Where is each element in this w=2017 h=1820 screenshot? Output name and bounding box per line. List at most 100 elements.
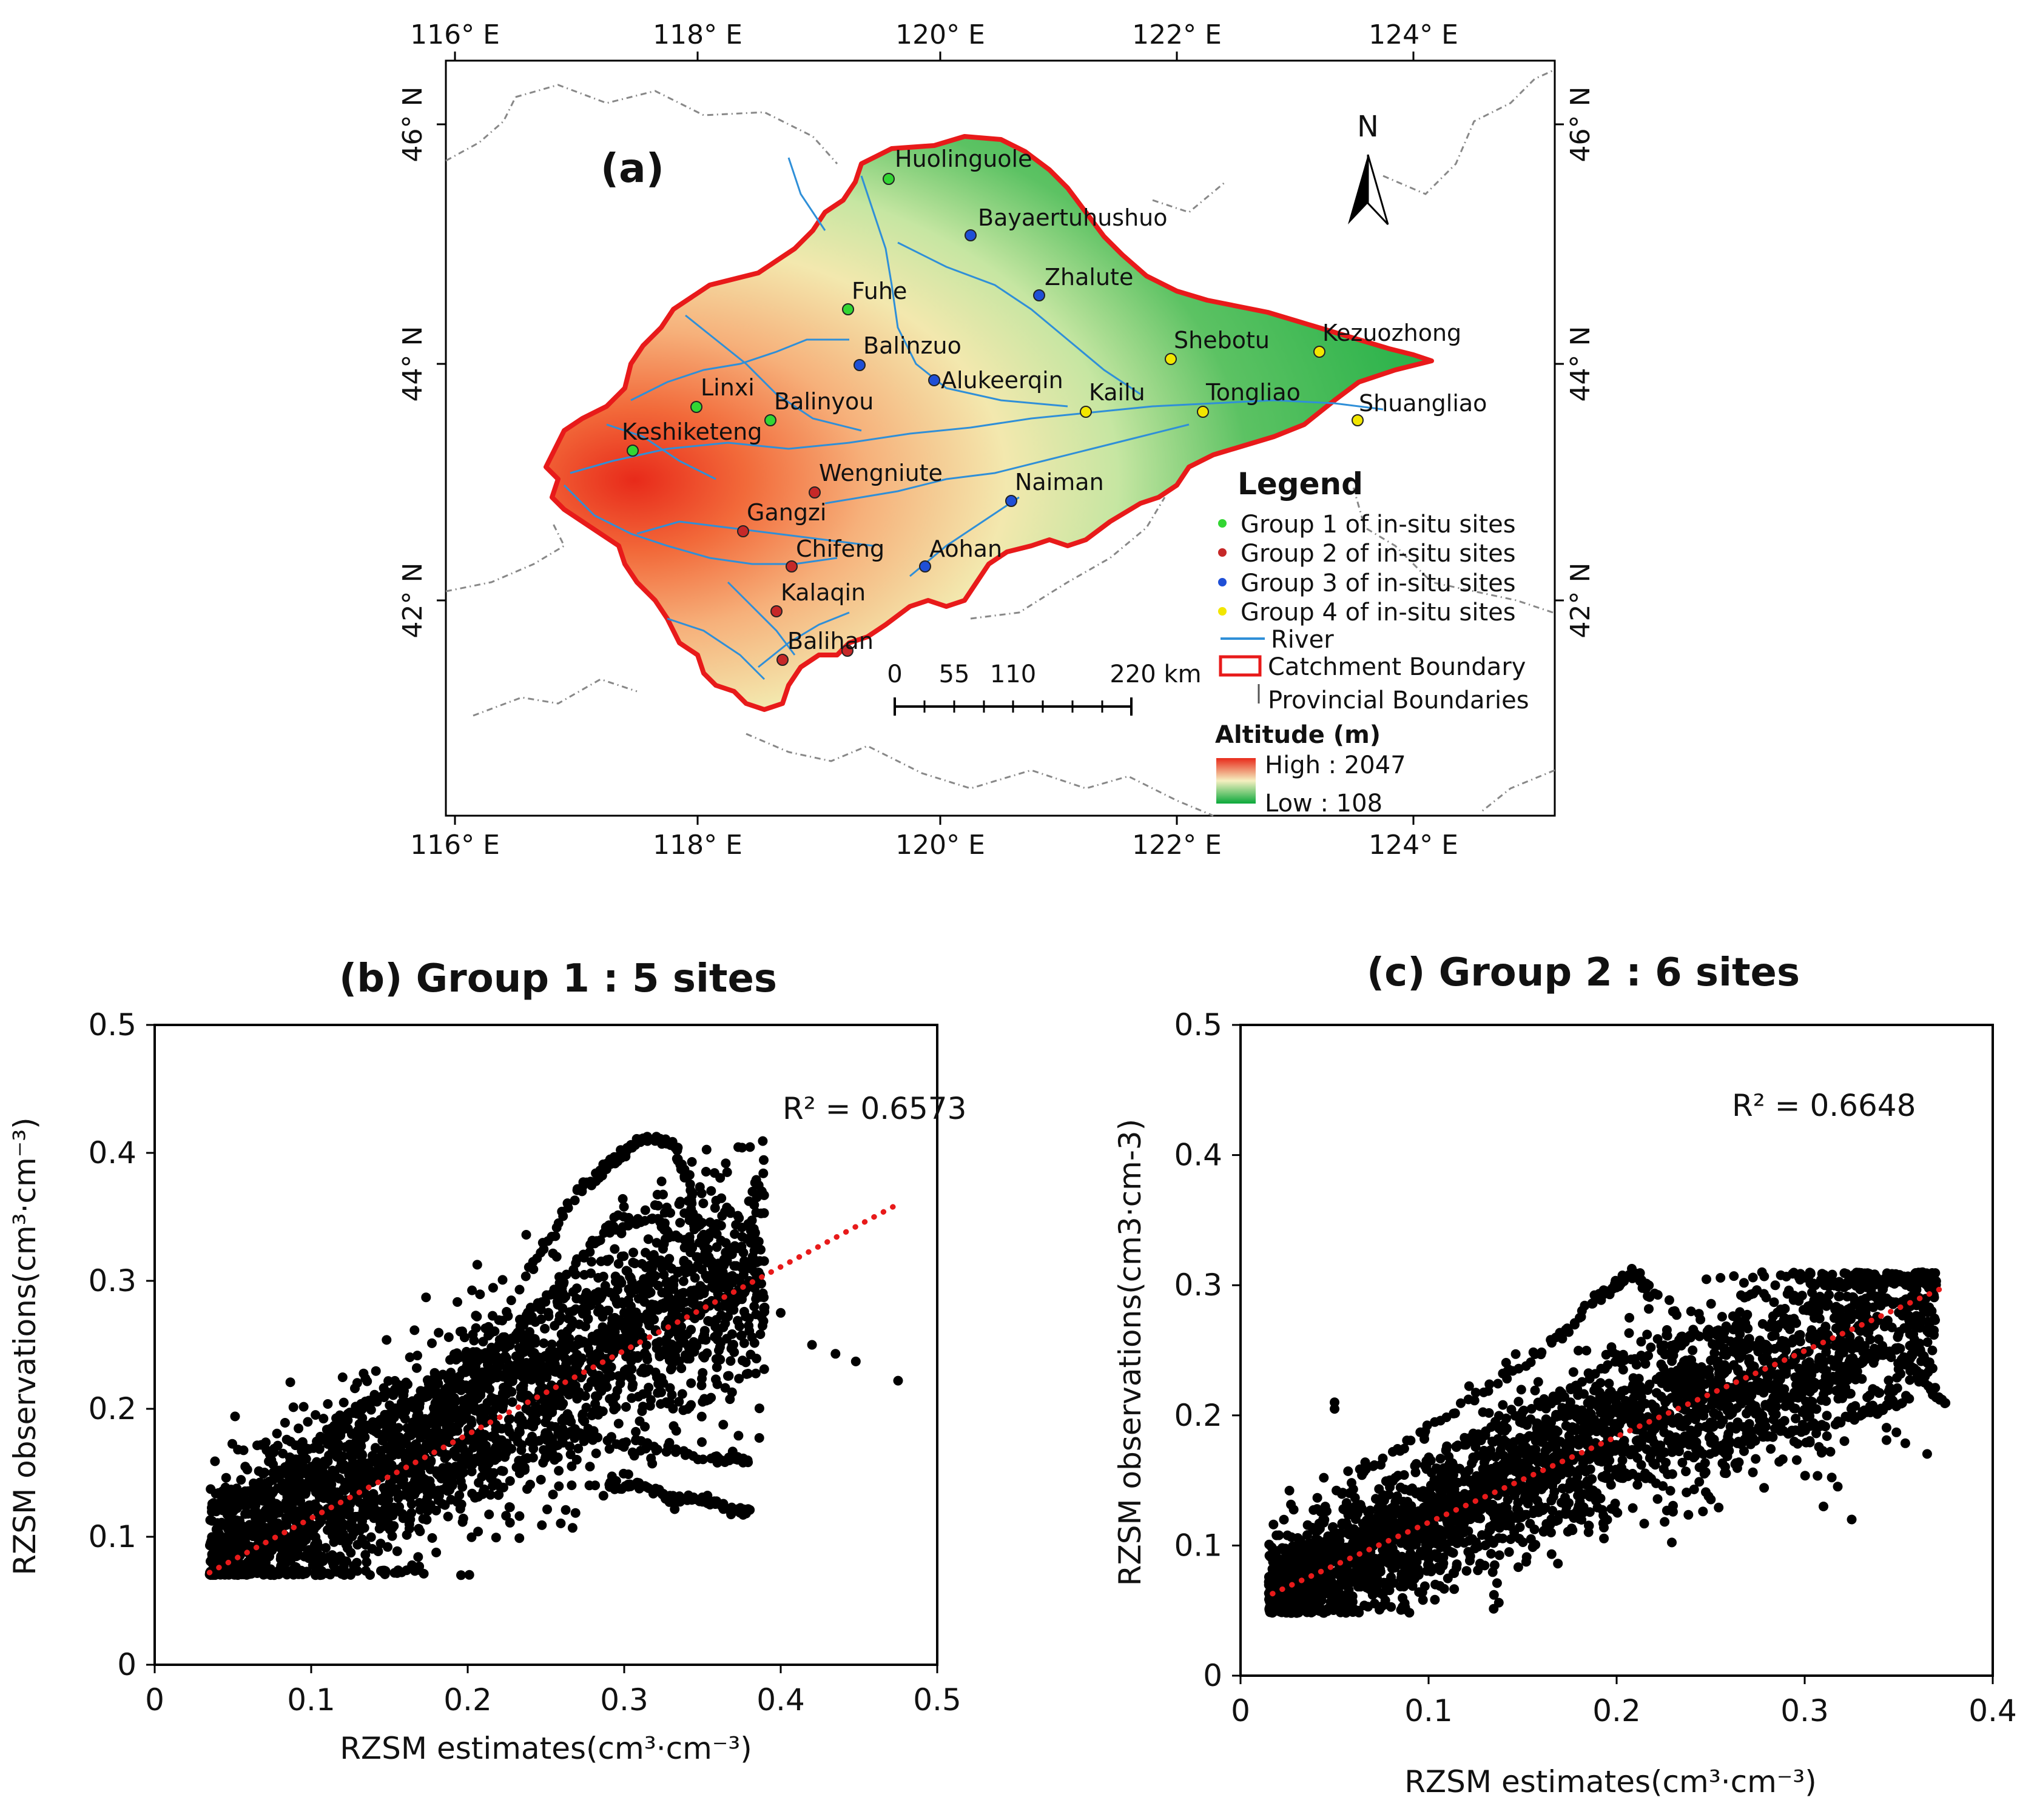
- data-point: [663, 1441, 673, 1451]
- data-point: [759, 1256, 769, 1266]
- data-point: [236, 1475, 246, 1485]
- data-point: [279, 1483, 289, 1493]
- lat-left-44: 44° N: [397, 326, 428, 402]
- data-point: [498, 1372, 508, 1382]
- data-point: [310, 1460, 320, 1470]
- data-point: [712, 1219, 722, 1229]
- data-point: [627, 1393, 637, 1403]
- data-point: [370, 1391, 380, 1401]
- data-point: [407, 1560, 417, 1570]
- data-point: [638, 1402, 648, 1412]
- data-point: [449, 1446, 459, 1457]
- data-point: [652, 1372, 662, 1382]
- data-point: [725, 1394, 735, 1405]
- data-point: [749, 1301, 759, 1312]
- data-point: [1533, 1377, 1543, 1387]
- data-point: [521, 1230, 531, 1240]
- data-point: [491, 1424, 501, 1434]
- data-point: [741, 1369, 752, 1379]
- data-point: [1748, 1467, 1758, 1477]
- data-point: [516, 1392, 526, 1402]
- data-point: [409, 1489, 420, 1500]
- data-point: [335, 1535, 345, 1545]
- data-point: [580, 1391, 590, 1401]
- lon-top-124: 124° E: [1369, 19, 1458, 50]
- data-point: [594, 1304, 605, 1314]
- data-point: [412, 1351, 422, 1361]
- data-point: [744, 1321, 754, 1331]
- data-point: [422, 1375, 433, 1385]
- data-point: [659, 1303, 669, 1313]
- data-point: [1612, 1508, 1623, 1518]
- data-point: [404, 1523, 414, 1534]
- data-point: [579, 1270, 590, 1280]
- data-point: [352, 1406, 363, 1417]
- data-point: [553, 1218, 564, 1228]
- data-point: [668, 1403, 678, 1414]
- data-point: [281, 1551, 291, 1560]
- data-point: [345, 1482, 355, 1492]
- data-point: [280, 1539, 290, 1549]
- data-point: [1717, 1312, 1727, 1322]
- legend-group1: Group 1 of in-situ sites: [1241, 511, 1516, 539]
- data-point: [759, 1364, 769, 1374]
- data-point: [1742, 1309, 1753, 1320]
- chart-b-xlabel: RZSM estimates(cm³·cm⁻³): [340, 1731, 752, 1766]
- data-point: [298, 1479, 309, 1489]
- data-point: [1698, 1506, 1708, 1517]
- site-huolinguole: Huolinguole: [883, 146, 1032, 185]
- data-point: [656, 1177, 667, 1186]
- data-point: [613, 1371, 624, 1381]
- data-point: [285, 1377, 295, 1388]
- data-point: [528, 1422, 539, 1432]
- data-point: [466, 1532, 477, 1542]
- data-point: [525, 1406, 535, 1416]
- site-label: Fuhe: [852, 278, 907, 304]
- data-point: [440, 1500, 450, 1510]
- data-point: [482, 1380, 493, 1390]
- data-point: [729, 1261, 739, 1271]
- data-point: [1927, 1345, 1938, 1355]
- data-point: [360, 1550, 371, 1560]
- data-point: [631, 1426, 641, 1437]
- data-point: [1319, 1472, 1329, 1483]
- data-point: [1617, 1448, 1628, 1458]
- data-point: [414, 1399, 425, 1408]
- data-point: [666, 1348, 676, 1358]
- data-point: [587, 1257, 597, 1267]
- data-point: [578, 1336, 588, 1346]
- data-point: [730, 1229, 740, 1239]
- y-tick-label: 0: [117, 1647, 136, 1682]
- data-point: [243, 1556, 254, 1566]
- data-point: [601, 1341, 611, 1351]
- data-point: [215, 1537, 225, 1548]
- site-bayaertuhushuo: Bayaertuhushuo: [965, 204, 1168, 241]
- data-point: [528, 1452, 538, 1463]
- data-point: [469, 1335, 479, 1346]
- data-point: [644, 1364, 654, 1374]
- data-point: [750, 1368, 761, 1378]
- site-balinyou: Balinyou: [764, 388, 874, 426]
- data-point: [604, 1444, 615, 1454]
- data-point: [718, 1322, 729, 1332]
- data-point: [425, 1476, 435, 1486]
- legend-group2: Group 2 of in-situ sites: [1241, 540, 1516, 568]
- data-point: [570, 1433, 580, 1443]
- data-point: [491, 1533, 501, 1543]
- y-tick-label: 0.4: [88, 1135, 136, 1170]
- legend-catchment-symbol: [1219, 655, 1262, 677]
- data-point: [273, 1518, 283, 1528]
- data-point: [1430, 1579, 1441, 1590]
- data-point: [604, 1306, 614, 1315]
- lon-bottom-124: 124° E: [1369, 830, 1458, 861]
- data-point: [524, 1392, 534, 1402]
- data-point: [670, 1504, 680, 1514]
- data-point: [1689, 1484, 1699, 1494]
- data-point: [246, 1569, 257, 1579]
- data-point: [536, 1314, 547, 1325]
- data-point: [528, 1264, 539, 1274]
- data-point: [505, 1476, 515, 1486]
- data-point: [1839, 1268, 1850, 1278]
- data-point: [1636, 1337, 1646, 1347]
- data-point: [321, 1543, 331, 1553]
